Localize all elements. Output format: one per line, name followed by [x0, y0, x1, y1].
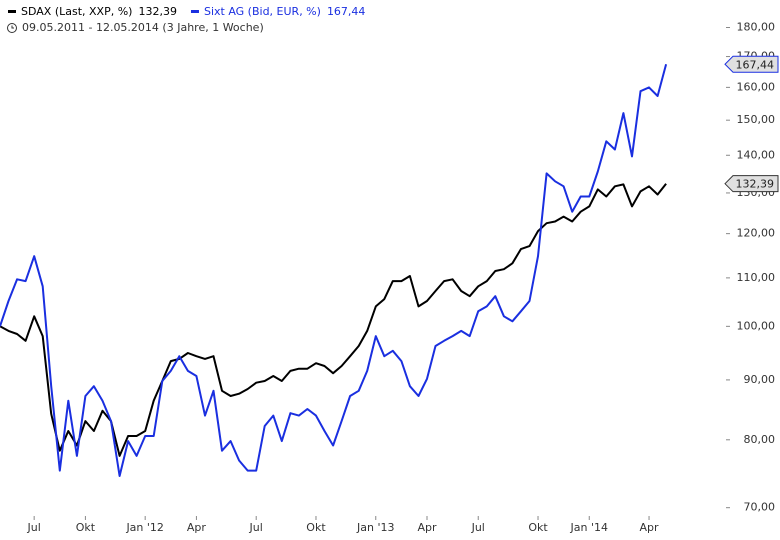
x-tick-label: Apr — [640, 521, 660, 534]
y-tick-label: 180,00 — [737, 20, 776, 33]
y-tick-label: 70,00 — [744, 501, 776, 514]
y-tick-label: 150,00 — [737, 113, 776, 126]
y-tick-label: 160,00 — [737, 80, 776, 93]
y-tick-label: 100,00 — [737, 319, 776, 332]
x-tick-label: Apr — [187, 521, 207, 534]
x-tick-label: Jul — [249, 521, 263, 534]
x-tick-label: Okt — [528, 521, 548, 534]
x-tick-label: Jan '13 — [356, 521, 394, 534]
chart-subtitle: 09.05.2011 - 12.05.2014 (3 Jahre, 1 Woch… — [22, 21, 264, 34]
y-tick-label: 140,00 — [737, 148, 776, 161]
x-tick-label: Okt — [306, 521, 326, 534]
x-tick-label: Jan '12 — [125, 521, 163, 534]
y-tick-label: 80,00 — [744, 433, 776, 446]
legend-swatch — [190, 10, 199, 13]
price-tag-label: 132,39 — [736, 178, 775, 191]
line — [0, 183, 667, 457]
legend-swatch — [8, 10, 16, 13]
line — [0, 64, 668, 477]
x-tick-label: Jul — [471, 521, 485, 534]
price-tag — [724, 175, 779, 193]
price-tag-label: 167,44 — [736, 58, 775, 71]
clock-hands — [11, 25, 14, 29]
x-tick-label: Okt — [76, 521, 96, 534]
legend-value: 167,44 — [327, 5, 366, 18]
price-tag — [724, 55, 779, 73]
clock-icon — [7, 23, 17, 33]
x-tick-label: Apr — [417, 521, 437, 534]
legend-label: SDAX (Last, XXP, %) — [21, 5, 132, 18]
legend-label: Sixt AG (Bid, EUR, %) — [204, 5, 321, 18]
y-tick-label: 90,00 — [744, 373, 776, 386]
x-tick-label: Jul — [27, 521, 41, 534]
x-tick-label: Jan '14 — [570, 521, 608, 534]
legend-value: 132,39 — [138, 5, 177, 18]
y-tick-label: 110,00 — [737, 271, 776, 284]
y-tick-label: 120,00 — [737, 227, 776, 240]
